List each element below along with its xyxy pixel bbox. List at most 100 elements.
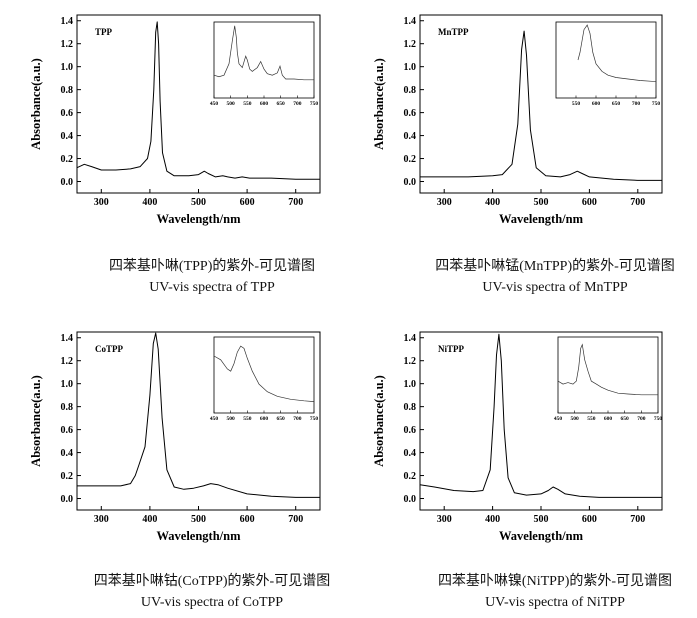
inset-x-tick-label: 450 [210, 101, 219, 107]
inset-x-tick-label: 600 [260, 416, 269, 422]
inset-x-tick-label: 650 [621, 416, 630, 422]
inset-x-tick-label: 700 [637, 416, 646, 422]
inset-spectrum-line [557, 343, 658, 396]
inset-x-tick-label: 600 [604, 416, 613, 422]
y-tick-label: 0.6 [61, 425, 74, 436]
y-tick-label: 1.0 [61, 62, 74, 73]
inset-x-tick-label: 550 [243, 416, 252, 422]
y-tick-label: 0.6 [404, 425, 417, 436]
spectrum-line [420, 30, 662, 181]
inset-x-tick-label: 700 [632, 101, 641, 107]
caption-en-tpp: UV-vis spectra of TPP [149, 280, 275, 295]
y-tick-label: 1.2 [404, 356, 417, 367]
inset-x-tick-label: 500 [227, 101, 236, 107]
inset-x-tick-label: 650 [612, 101, 621, 107]
sample-label: CoTPP [95, 344, 124, 354]
x-axis-label: Wavelength/nm [156, 212, 241, 226]
y-axis-label: Absorbance(a.u.) [372, 58, 386, 150]
inset-spectrum-line [213, 345, 315, 402]
y-tick-label: 1.0 [61, 379, 74, 390]
x-tick-label: 500 [534, 514, 549, 525]
inset-chart: 450 500 550 600 650 700 750 [210, 336, 318, 422]
inset-frame [213, 21, 315, 99]
y-tick-label: 1.4 [404, 16, 417, 27]
x-tick-label: 700 [630, 514, 645, 525]
x-axis-label: Wavelength/nm [499, 212, 584, 226]
inset-chart: 450 500 550 600 650 700 750 [210, 21, 319, 107]
y-tick-label: 0.4 [61, 131, 74, 142]
y-tick-label: 1.0 [404, 379, 417, 390]
y-tick-label: 0.4 [404, 131, 417, 142]
chart-0: 0.0 0.2 0.4 0.6 0.8 1.0 1.2 1.4 300 400 500 600 700 W… [29, 14, 321, 226]
x-axis-label: Wavelength/nm [156, 529, 241, 543]
inset-x-tick-label: 700 [293, 101, 302, 107]
inset-spectrum-line [577, 24, 656, 82]
caption-cn-mntpp: 四苯基卟啉锰(MnTPP)的紫外-可见谱图 [435, 259, 675, 274]
inset-x-tick-label: 600 [592, 101, 601, 107]
sample-label: MnTPP [438, 27, 469, 37]
inset-frame [557, 336, 659, 414]
y-tick-label: 1.2 [404, 39, 417, 50]
inset-x-tick-label: 550 [587, 416, 596, 422]
y-tick-label: 0.0 [61, 177, 74, 188]
y-tick-label: 0.2 [61, 471, 74, 482]
x-tick-label: 300 [94, 514, 109, 525]
y-tick-label: 0.2 [404, 154, 417, 165]
inset-x-tick-label: 450 [554, 416, 563, 422]
y-axis-label: Absorbance(a.u.) [29, 375, 43, 467]
y-tick-label: 0.2 [61, 154, 74, 165]
y-tick-label: 1.0 [404, 62, 417, 73]
y-tick-label: 0.2 [404, 471, 417, 482]
x-tick-label: 500 [191, 197, 206, 208]
x-tick-label: 400 [485, 514, 500, 525]
caption-en-mntpp: UV-vis spectra of MnTPP [482, 280, 628, 295]
inset-x-tick-label: 750 [310, 101, 319, 107]
x-tick-label: 600 [240, 514, 255, 525]
y-tick-label: 1.4 [61, 16, 74, 27]
x-tick-label: 400 [142, 197, 157, 208]
caption-cn-tpp: 四苯基卟啉(TPP)的紫外-可见谱图 [108, 259, 316, 274]
caption-en-cotpp: UV-vis spectra of CoTPP [140, 595, 284, 610]
inset-x-tick-label: 750 [652, 101, 661, 107]
x-tick-label: 300 [94, 197, 109, 208]
x-tick-label: 500 [534, 197, 549, 208]
y-tick-label: 0.4 [61, 448, 74, 459]
y-tick-label: 0.0 [404, 494, 417, 505]
inset-x-tick-label: 550 [243, 101, 252, 107]
y-tick-label: 0.6 [404, 108, 417, 119]
inset-x-tick-label: 750 [654, 416, 663, 422]
x-tick-label: 700 [288, 197, 303, 208]
chart-1: 0.0 0.2 0.4 0.6 0.8 1.0 1.2 1.4 300 400 500 600 700 W… [372, 14, 663, 226]
y-tick-label: 0.0 [61, 494, 74, 505]
y-tick-label: 0.8 [61, 402, 74, 413]
inset-chart: 450 500 550 600 650 700 750 [554, 336, 663, 422]
y-tick-label: 0.0 [404, 177, 417, 188]
y-tick-label: 0.8 [404, 402, 417, 413]
y-axis-label: Absorbance(a.u.) [29, 58, 43, 150]
x-tick-label: 300 [437, 514, 452, 525]
spectrum-line [419, 333, 662, 498]
y-tick-label: 0.8 [61, 85, 74, 96]
x-tick-label: 600 [240, 197, 255, 208]
caption-en-nitpp: UV-vis spectra of NiTPP [485, 595, 625, 610]
inset-x-tick-label: 700 [293, 416, 302, 422]
y-tick-label: 1.2 [61, 39, 74, 50]
x-axis-label: Wavelength/nm [499, 529, 584, 543]
y-tick-label: 0.4 [404, 448, 417, 459]
x-tick-label: 600 [582, 197, 597, 208]
spectrum-line [77, 332, 320, 498]
y-tick-label: 1.4 [404, 333, 417, 344]
inset-x-tick-label: 650 [277, 101, 286, 107]
inset-frame [555, 21, 657, 99]
inset-chart: 550 600 650 700 750 [555, 21, 661, 107]
x-tick-label: 300 [437, 197, 452, 208]
y-tick-label: 1.2 [61, 356, 74, 367]
inset-frame [213, 336, 315, 414]
y-tick-label: 0.8 [404, 85, 417, 96]
x-tick-label: 700 [288, 514, 303, 525]
inset-x-tick-label: 450 [210, 416, 219, 422]
x-tick-label: 500 [191, 514, 206, 525]
caption-cn-nitpp: 四苯基卟啉镍(NiTPP)的紫外-可见谱图 [437, 574, 673, 589]
x-tick-label: 400 [485, 197, 500, 208]
